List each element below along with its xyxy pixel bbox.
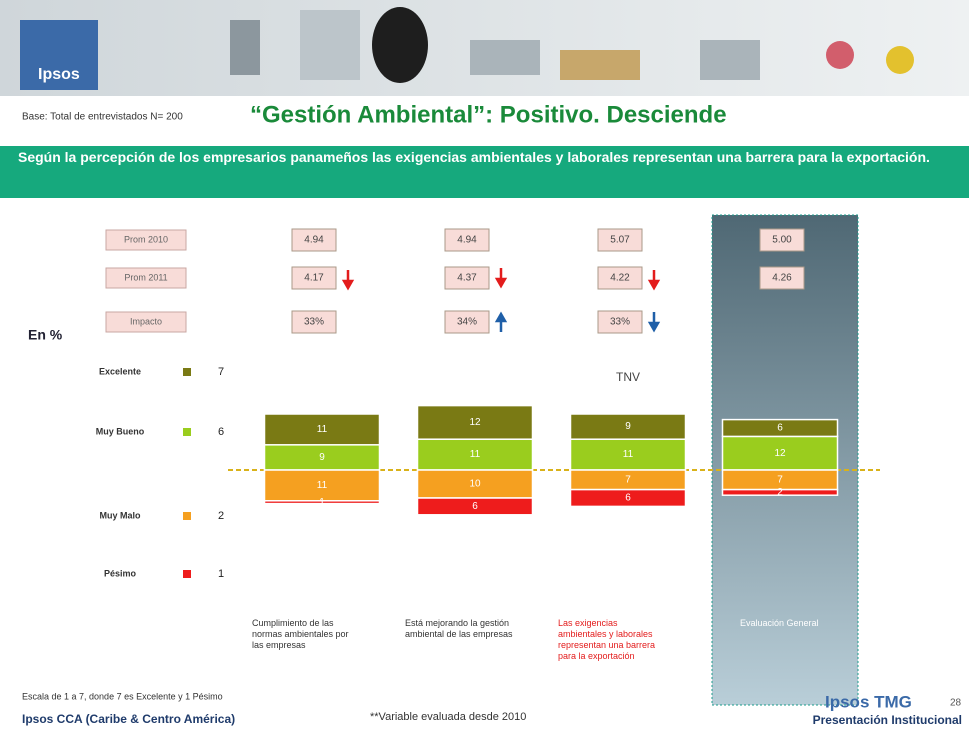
scale-note: Escala de 1 a 7, donde 7 es Excelente y … bbox=[22, 691, 223, 701]
bar bbox=[263, 413, 381, 446]
bar-value: 11 bbox=[623, 449, 634, 460]
summary-value: 4.94 bbox=[304, 235, 324, 246]
banner-text: Según la percepción de los empresarios p… bbox=[18, 149, 930, 165]
footer-brand: Ipsos TMG bbox=[825, 692, 912, 711]
bar bbox=[416, 404, 534, 440]
summary-box bbox=[597, 310, 643, 334]
bar-value: 1 bbox=[319, 497, 325, 508]
legend-swatch bbox=[183, 512, 191, 520]
page-number: 28 bbox=[950, 698, 962, 709]
category-label: Cumplimiento de las normas ambientales p… bbox=[252, 618, 349, 650]
category-label: Las exigencias ambientales y laborales r… bbox=[558, 618, 656, 661]
bar bbox=[416, 497, 534, 516]
category-label: Evaluación General bbox=[740, 618, 819, 628]
trend-arrow bbox=[341, 270, 355, 291]
legend-label: Excelente bbox=[99, 366, 141, 376]
bar bbox=[569, 438, 687, 471]
bar-value: 11 bbox=[317, 480, 328, 491]
header-photo-shapes bbox=[230, 7, 914, 83]
category-box: Cumplimiento de las normas ambientales p… bbox=[252, 618, 349, 650]
summary-value: 4.26 bbox=[772, 273, 792, 284]
bar-value: 9 bbox=[319, 452, 325, 463]
summary-box bbox=[444, 310, 490, 334]
summary-value: 34% bbox=[457, 317, 477, 328]
legend-swatch bbox=[183, 428, 191, 436]
bar bbox=[721, 488, 839, 496]
summary-box bbox=[759, 266, 805, 290]
summary-label-box bbox=[105, 311, 187, 333]
unit-label: En % bbox=[28, 327, 63, 343]
legend-scale: 2 bbox=[218, 510, 224, 522]
logo-text: Ipsos bbox=[38, 66, 80, 83]
bar-value: 2 bbox=[777, 487, 783, 498]
summary-box bbox=[444, 266, 490, 290]
bar-value: 6 bbox=[625, 493, 631, 504]
footer-right: Presentación Institucional bbox=[813, 713, 962, 727]
category-box: Evaluación General bbox=[740, 618, 819, 628]
logo bbox=[20, 20, 98, 90]
bar bbox=[263, 500, 381, 505]
summary-value: 33% bbox=[610, 317, 630, 328]
bar-value: 6 bbox=[777, 423, 783, 434]
summary-label: Prom 2010 bbox=[124, 234, 168, 244]
bar bbox=[416, 469, 534, 499]
bar-value: 7 bbox=[625, 474, 631, 485]
bar bbox=[263, 469, 381, 502]
summary-value: 33% bbox=[304, 317, 324, 328]
bar bbox=[569, 413, 687, 440]
bar bbox=[721, 418, 839, 438]
summary-box bbox=[444, 228, 490, 252]
summary-label-box bbox=[105, 229, 187, 251]
tnv-note: TNV bbox=[616, 370, 640, 384]
summary-value: 5.00 bbox=[772, 235, 792, 246]
bar-value: 6 bbox=[472, 501, 478, 512]
summary-value: 4.94 bbox=[457, 235, 477, 246]
category-label: Está mejorando la gestión ambiental de l… bbox=[405, 618, 513, 639]
summary-box bbox=[291, 228, 337, 252]
legend-scale: 1 bbox=[218, 568, 224, 580]
summary-value: 5.07 bbox=[610, 235, 630, 246]
legend-label: Muy Bueno bbox=[96, 426, 145, 436]
summary-box bbox=[759, 228, 805, 252]
summary-box bbox=[291, 266, 337, 290]
footer-left: Ipsos CCA (Caribe & Centro América) bbox=[22, 712, 235, 726]
summary-label: Impacto bbox=[130, 316, 162, 326]
trend-arrow bbox=[647, 312, 661, 333]
trend-arrow bbox=[494, 268, 508, 289]
bar-value: 12 bbox=[774, 448, 786, 459]
bar-value: 10 bbox=[469, 479, 481, 490]
bar-value: 9 bbox=[625, 421, 631, 432]
footer-center: **Variable evaluada desde 2010 bbox=[370, 711, 526, 723]
summary-value: 4.17 bbox=[304, 273, 324, 284]
trend-arrow bbox=[647, 270, 661, 291]
summary-box bbox=[597, 228, 643, 252]
bar bbox=[569, 488, 687, 508]
summary-box bbox=[597, 266, 643, 290]
summary-box bbox=[291, 310, 337, 334]
base-note: Base: Total de entrevistados N= 200 bbox=[22, 112, 183, 123]
banner-box: Según la percepción de los empresarios p… bbox=[18, 149, 930, 165]
legend-label: Muy Malo bbox=[99, 510, 141, 520]
legend-scale: 7 bbox=[218, 366, 224, 378]
summary-label-box bbox=[105, 267, 187, 289]
legend-swatch bbox=[183, 368, 191, 376]
bar-value: 11 bbox=[317, 424, 328, 435]
legend-label: Pésimo bbox=[104, 568, 137, 578]
summary-value: 4.37 bbox=[457, 273, 477, 284]
slide-title: “Gestión Ambiental”: Positivo. Desciende bbox=[250, 101, 727, 128]
legend-swatch bbox=[183, 570, 191, 578]
legend-scale: 6 bbox=[218, 426, 224, 438]
category-box: Está mejorando la gestión ambiental de l… bbox=[405, 618, 513, 639]
summary-label: Prom 2011 bbox=[124, 272, 167, 282]
bar-value: 12 bbox=[469, 417, 481, 428]
banner bbox=[0, 146, 969, 198]
bar bbox=[263, 444, 381, 471]
category-box: Las exigencias ambientales y laborales r… bbox=[558, 618, 656, 661]
chart: Prom 2010 Prom 2011 Impacto 4.94 4.17 33% 4.94… bbox=[96, 228, 839, 661]
trend-arrow bbox=[494, 311, 508, 332]
bar-value: 11 bbox=[470, 449, 481, 460]
bar-value: 7 bbox=[777, 474, 783, 485]
summary-value: 4.22 bbox=[610, 273, 630, 284]
